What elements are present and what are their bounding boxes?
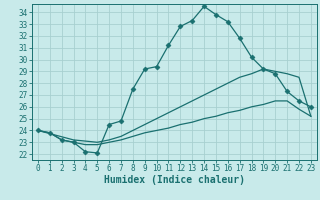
X-axis label: Humidex (Indice chaleur): Humidex (Indice chaleur) — [104, 175, 245, 185]
